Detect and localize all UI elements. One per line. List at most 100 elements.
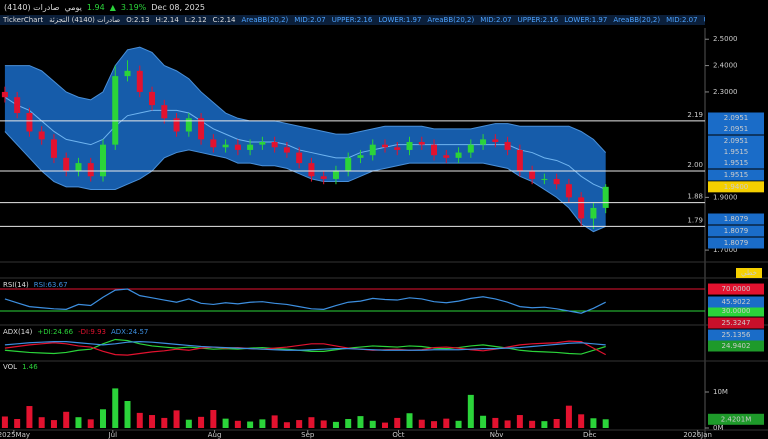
value-tag-box xyxy=(708,169,764,181)
value-tag-box xyxy=(708,112,764,124)
x-tick-label: Aug xyxy=(208,431,222,439)
candle-body xyxy=(553,178,560,185)
price: 1.94 xyxy=(86,3,105,12)
candle-body xyxy=(161,105,168,119)
candle-body xyxy=(381,144,388,148)
legend-entry: -DI:9.93 xyxy=(78,328,106,336)
indicator-text: AreaBB(20,2) xyxy=(241,16,289,24)
candle-body xyxy=(222,144,229,148)
indicator-text: MID:2.07 xyxy=(294,16,326,24)
candle-body xyxy=(63,157,70,172)
candle-body xyxy=(185,118,192,132)
indicator-text: C:2.14 xyxy=(212,16,236,24)
candle-body xyxy=(418,142,425,145)
value-tag: 25.3247 xyxy=(722,319,751,327)
last-volume: 2.4201M xyxy=(721,415,752,423)
candle-body xyxy=(149,91,156,106)
volume-bar xyxy=(222,418,229,428)
candle-body xyxy=(504,142,511,150)
candle-body xyxy=(357,155,364,158)
indicator-text: TickerChart xyxy=(3,16,44,24)
value-tag-box xyxy=(708,237,764,249)
candle-body xyxy=(26,113,33,132)
x-tick-label: 2026Jan xyxy=(683,431,712,439)
indicator-text: صادرات (4140) التجزئة xyxy=(49,16,121,24)
panel-title: ADX(14) xyxy=(3,328,33,336)
level-label: 2.00 xyxy=(687,161,703,169)
candle-body xyxy=(431,144,438,156)
change: 3.19% xyxy=(120,3,147,12)
volume-bar xyxy=(99,409,106,428)
value-tag-box xyxy=(708,329,764,341)
candle-body xyxy=(283,147,290,153)
value-tag: 1.8079 xyxy=(724,239,749,247)
candle-body xyxy=(247,144,254,150)
arrow: ▲ xyxy=(109,3,116,12)
band-area xyxy=(4,47,606,232)
volume-bar xyxy=(357,416,364,428)
period: يومي xyxy=(64,3,82,12)
value-tag-box xyxy=(708,317,764,329)
y-tick-label: 1.7000 xyxy=(713,246,738,254)
volume-bar xyxy=(565,405,572,428)
volume-bar xyxy=(210,410,217,428)
candle-body xyxy=(296,152,303,164)
indicator-text: L:2.12 xyxy=(184,16,207,24)
x-tick-label: Nov xyxy=(490,431,504,439)
date: Dec 08, 2025 xyxy=(151,3,205,12)
volume-bar xyxy=(553,419,560,428)
volume-bar xyxy=(455,420,462,428)
volume-bar xyxy=(50,420,57,428)
volume-bar xyxy=(161,417,168,428)
mode-box xyxy=(736,268,762,278)
candle-body xyxy=(210,139,217,148)
level-tag-box xyxy=(708,283,764,295)
candle-body xyxy=(602,186,609,208)
level-label: 2.19 xyxy=(687,111,703,119)
volume-bar xyxy=(369,420,376,428)
indicator-text: UPPER:2.16 xyxy=(517,16,559,24)
candle-body xyxy=(308,163,315,177)
value-tag: 1.9515 xyxy=(724,171,749,179)
candle-body xyxy=(14,97,21,114)
volume-bar xyxy=(26,406,33,428)
candle-body xyxy=(136,70,143,92)
volume-bar xyxy=(480,415,487,428)
y-tick-label: 10M xyxy=(713,388,728,396)
last-price: 1.9400 xyxy=(724,183,749,191)
candle-body xyxy=(124,70,131,77)
volume-bar xyxy=(185,419,192,428)
value-tag-box xyxy=(708,296,764,308)
band-lower xyxy=(4,131,606,233)
indicator-text: AreaBB(20,2) xyxy=(427,16,475,24)
adx-title: ADX(14) +DI:24.66 -DI:9.93 ADX:24.57 xyxy=(3,328,148,336)
value-tag-box xyxy=(708,225,764,237)
value-tag: 2.0951 xyxy=(724,114,749,122)
candle-body xyxy=(369,144,376,156)
candle-body xyxy=(234,144,241,150)
volume-bar xyxy=(529,420,536,428)
value-tag: 24.9402 xyxy=(722,342,751,350)
value-tag: 2.0951 xyxy=(724,137,749,145)
indicator-text: LOWER:1.97 xyxy=(564,16,608,24)
volume-bar xyxy=(590,418,597,428)
candle-body xyxy=(529,171,536,179)
candle-body xyxy=(271,142,278,148)
candle-body xyxy=(112,76,119,145)
panel-title: VOL xyxy=(3,363,18,371)
candle-body xyxy=(492,139,499,143)
candle-body xyxy=(480,139,487,145)
indicator-text: MID:2.07 xyxy=(666,16,698,24)
y-tick-label: 0M xyxy=(713,424,724,432)
level-tag: 30.0000 xyxy=(722,307,751,315)
x-tick-label: 2025May xyxy=(0,431,30,439)
legend-entry: +DI:24.66 xyxy=(37,328,74,336)
candle-body xyxy=(259,142,266,145)
volume-bar xyxy=(75,417,82,428)
volume-bar xyxy=(38,417,45,428)
level-label: 1.88 xyxy=(687,193,703,201)
indicator-text: UPPER:2.16 xyxy=(704,16,705,24)
candle-body xyxy=(198,118,205,140)
indicator-text: MID:2.07 xyxy=(480,16,512,24)
